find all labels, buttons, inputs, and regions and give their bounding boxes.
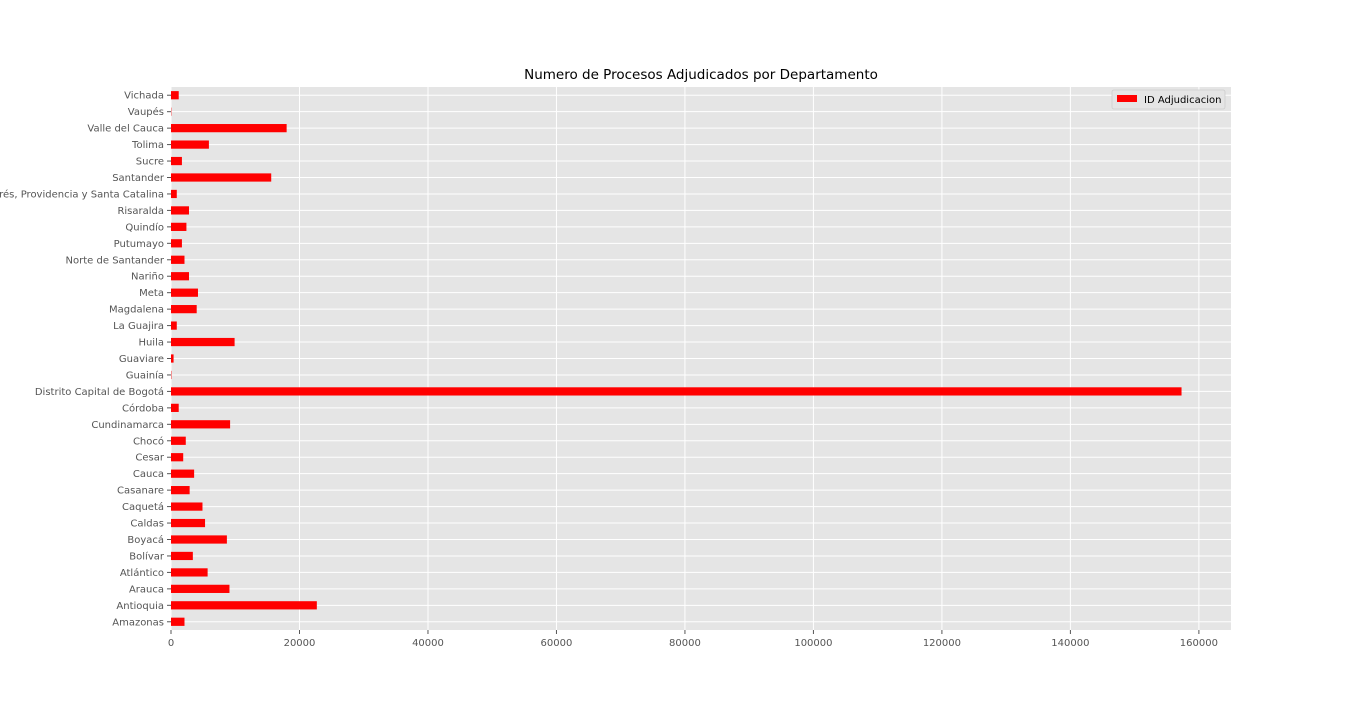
y-tick-label: Antioquia <box>116 601 164 612</box>
bar <box>171 91 179 99</box>
bar <box>171 535 227 543</box>
legend: ID Adjudicacion <box>1112 90 1225 109</box>
bar <box>171 387 1182 395</box>
bar <box>171 173 271 181</box>
bar <box>171 470 194 478</box>
bar <box>171 206 189 214</box>
bar <box>171 256 184 264</box>
y-tick-label: Risaralda <box>117 206 164 217</box>
x-axis-ticks: 0 20000 40000 60000 80000 100000 120000 140000 1… <box>168 630 1218 649</box>
x-tick-label: 160000 <box>1180 638 1218 649</box>
x-tick-label: 80000 <box>669 638 701 649</box>
bar <box>171 437 186 445</box>
bar <box>171 272 189 280</box>
y-tick-label: Nariño <box>131 272 164 283</box>
y-tick-label: Amazonas <box>112 617 164 628</box>
bar <box>171 502 202 510</box>
y-tick-label: Guainía <box>126 369 164 381</box>
y-tick-label: Magdalena <box>109 305 164 316</box>
x-tick-label: 100000 <box>794 638 832 649</box>
y-tick-label: Cundinamarca <box>91 420 164 431</box>
bar <box>171 354 174 362</box>
y-tick-label: Norte de Santander <box>66 255 165 266</box>
bar <box>171 190 177 198</box>
y-tick-label: Vaupés <box>128 106 164 118</box>
bar <box>171 140 209 148</box>
x-tick-label: 140000 <box>1051 638 1089 649</box>
bar <box>171 321 177 329</box>
bar <box>171 338 235 346</box>
y-tick-label: Santander <box>112 173 165 184</box>
y-tick-label: Bolívar <box>129 550 165 562</box>
y-tick-label: Córdoba <box>122 402 164 414</box>
y-tick-label: Quindío <box>125 221 164 233</box>
y-tick-label: San Andrés, Providencia y Santa Catalina <box>0 188 164 200</box>
x-tick-label: 40000 <box>412 638 444 649</box>
y-tick-label: Meta <box>139 288 164 299</box>
y-tick-label: Boyacá <box>127 534 164 546</box>
bar <box>171 157 182 165</box>
y-tick-label: Distrito Capital de Bogotá <box>35 386 164 398</box>
y-tick-label: Arauca <box>129 584 164 595</box>
bar <box>171 305 197 313</box>
y-tick-label: Tolima <box>131 140 164 151</box>
bar <box>171 239 182 247</box>
x-tick-label: 0 <box>168 638 174 649</box>
bar <box>171 289 198 297</box>
y-tick-label: Caldas <box>130 519 164 530</box>
y-tick-label: Atlántico <box>120 567 164 579</box>
x-tick-label: 60000 <box>541 638 573 649</box>
bar <box>171 618 184 626</box>
bar <box>171 453 183 461</box>
y-tick-label: Huila <box>138 338 164 349</box>
y-tick-label: Caquetá <box>122 501 164 513</box>
bar <box>171 601 317 609</box>
y-tick-label: La Guajira <box>113 321 164 332</box>
x-tick-label: 20000 <box>284 638 316 649</box>
bar <box>171 404 179 412</box>
y-tick-label: Cauca <box>133 469 164 480</box>
bar <box>171 568 208 576</box>
chart-title: Numero de Procesos Adjudicados por Depar… <box>524 67 878 83</box>
y-tick-label: Putumayo <box>114 239 164 250</box>
y-tick-label: Cesar <box>135 453 164 464</box>
legend-swatch <box>1117 95 1137 102</box>
y-tick-label: Valle del Cauca <box>87 124 164 135</box>
y-tick-label: Vichada <box>124 91 164 102</box>
bar <box>171 486 190 494</box>
bar <box>171 519 205 527</box>
bar <box>171 420 230 428</box>
bar <box>171 552 193 560</box>
bar <box>171 585 229 593</box>
legend-label: ID Adjudicacion <box>1144 95 1221 106</box>
y-tick-label: Guaviare <box>119 354 164 365</box>
y-tick-label: Sucre <box>136 157 164 168</box>
y-axis-ticks: Amazonas Antioquia Arauca Atlántico Bolívar B… <box>0 91 171 629</box>
x-tick-label: 120000 <box>923 638 961 649</box>
y-tick-label: Chocó <box>133 435 164 447</box>
bar <box>171 223 186 231</box>
bar <box>171 124 287 132</box>
y-tick-label: Casanare <box>117 486 164 497</box>
